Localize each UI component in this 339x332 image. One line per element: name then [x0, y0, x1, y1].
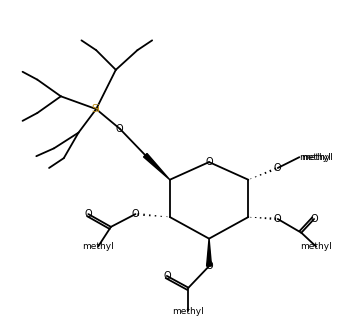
Text: O: O — [274, 163, 282, 173]
Text: methyl: methyl — [299, 153, 331, 162]
Polygon shape — [143, 153, 170, 180]
Text: methyl: methyl — [82, 242, 114, 251]
Polygon shape — [206, 239, 212, 266]
Text: methyl: methyl — [301, 153, 333, 162]
Text: Si: Si — [92, 104, 101, 114]
Text: methyl: methyl — [300, 242, 332, 251]
Text: methyl: methyl — [173, 307, 204, 316]
Text: O: O — [274, 214, 282, 224]
Text: O: O — [84, 209, 92, 219]
Text: O: O — [310, 214, 318, 224]
Text: O: O — [205, 261, 213, 271]
Text: O: O — [132, 209, 139, 219]
Text: O: O — [205, 157, 213, 167]
Text: O: O — [163, 271, 171, 281]
Text: O: O — [116, 124, 123, 134]
